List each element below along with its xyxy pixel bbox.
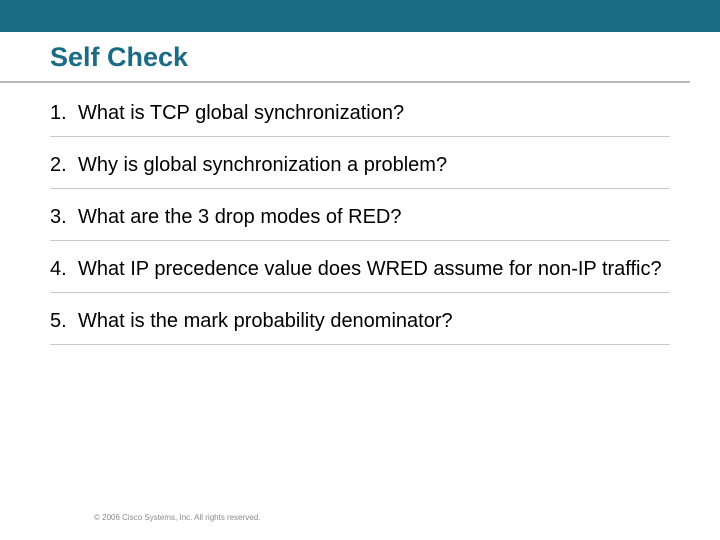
list-item: What IP precedence value does WRED assum… <box>50 257 670 293</box>
question-text: Why is global synchronization a problem? <box>78 154 447 176</box>
question-text: What are the 3 drop modes of RED? <box>78 206 402 228</box>
title-container: Self Check <box>0 32 690 83</box>
page-title: Self Check <box>50 42 690 73</box>
question-text: What is TCP global synchronization? <box>78 102 404 124</box>
footer-copyright: © 2006 Cisco Systems, Inc. All rights re… <box>94 513 260 522</box>
list-item: What is the mark probability denominator… <box>50 309 670 345</box>
question-text: What IP precedence value does WRED assum… <box>78 258 662 280</box>
question-text: What is the mark probability denominator… <box>78 310 453 332</box>
list-item: What is TCP global synchronization? <box>50 101 670 137</box>
content-area: What is TCP global synchronization? Why … <box>0 83 720 345</box>
list-item: Why is global synchronization a problem? <box>50 153 670 189</box>
list-item: What are the 3 drop modes of RED? <box>50 205 670 241</box>
header-bar <box>0 0 720 32</box>
question-list: What is TCP global synchronization? Why … <box>50 101 670 345</box>
